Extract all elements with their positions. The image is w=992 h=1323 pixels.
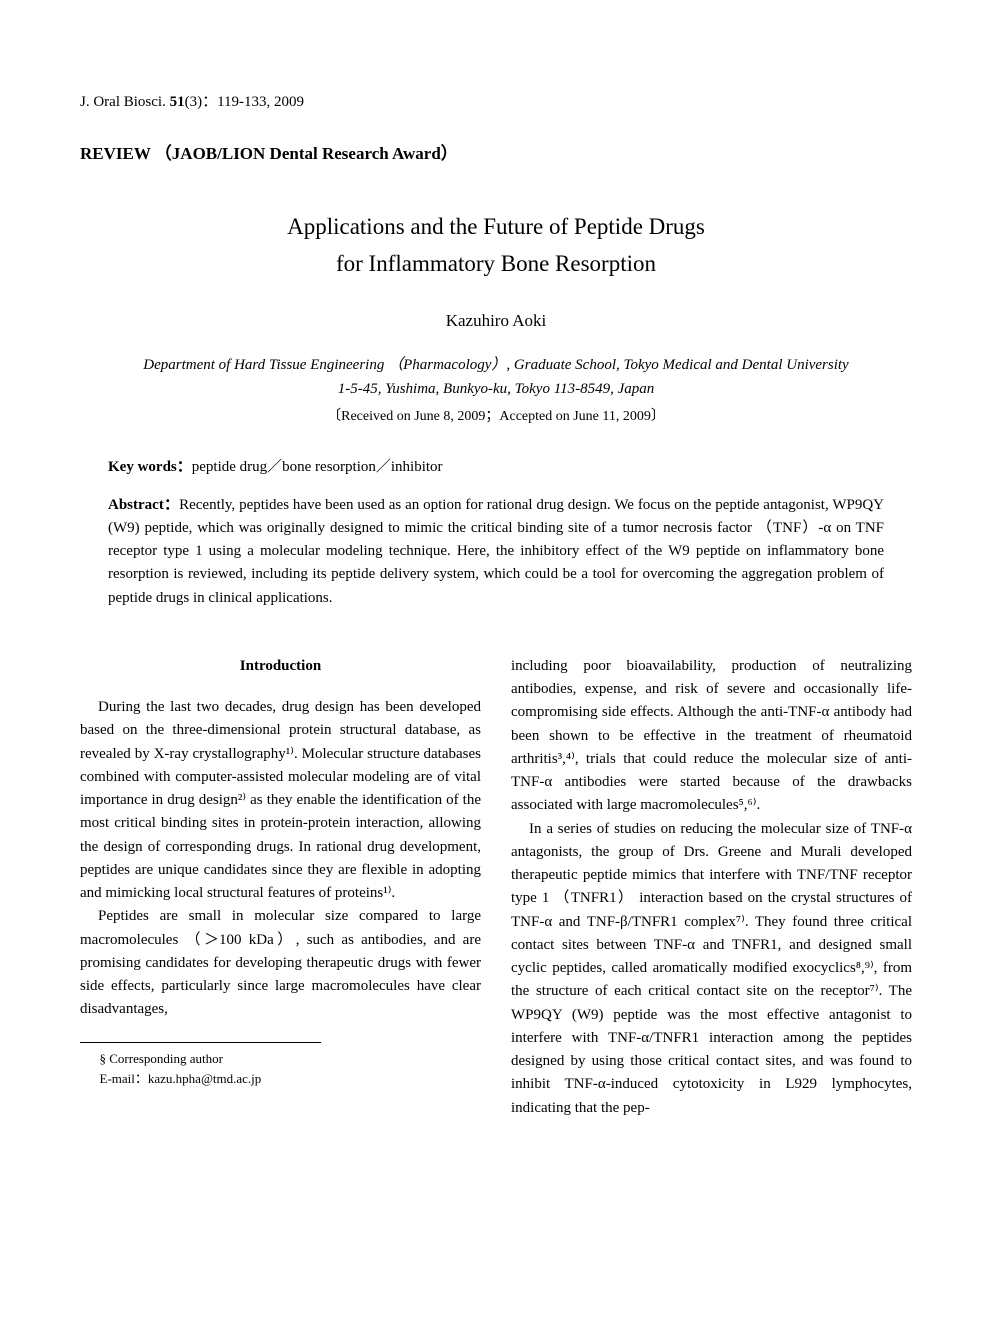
title-line-1: Applications and the Future of Peptide D… — [80, 209, 912, 246]
address: 1-5-45, Yushima, Bunkyo-ku, Tokyo 113-85… — [80, 377, 912, 401]
affiliation: Department of Hard Tissue Engineering （P… — [80, 353, 912, 377]
journal-reference: J. Oral Biosci. 51(3)：119-133, 2009 — [80, 90, 912, 111]
abstract-label: Abstract： — [108, 497, 179, 513]
col2-para-1: including poor bioavailability, producti… — [511, 655, 912, 818]
journal-name: J. Oral Biosci. — [80, 94, 166, 110]
intro-heading: Introduction — [80, 655, 481, 678]
review-heading: REVIEW （JAOB/LION Dental Research Award） — [80, 139, 912, 164]
footnote-email: kazu.hpha@tmd.ac.jp — [148, 1071, 261, 1086]
left-column: Introduction During the last two decades… — [80, 655, 481, 1120]
body-columns: Introduction During the last two decades… — [80, 655, 912, 1120]
received-accepted: 〔Received on June 8, 2009；Accepted on Ju… — [80, 405, 912, 425]
footnote-rule — [80, 1042, 321, 1043]
journal-pages: 119-133, 2009 — [217, 94, 304, 110]
col2-para-2: In a series of studies on reducing the m… — [511, 818, 912, 1120]
keywords-section: Key words：peptide drug／bone resorption／i… — [108, 455, 884, 476]
title-line-2: for Inflammatory Bone Resorption — [80, 246, 912, 283]
abstract-text: Recently, peptides have been used as an … — [108, 497, 884, 606]
journal-volume: 51 — [170, 94, 185, 110]
keywords-value: peptide drug／bone resorption／inhibitor — [192, 459, 443, 475]
intro-para-1: During the last two decades, drug design… — [80, 696, 481, 905]
footnote-corresponding: § Corresponding author — [80, 1049, 481, 1070]
right-column: including poor bioavailability, producti… — [511, 655, 912, 1120]
footnote-email-label: E-mail： — [100, 1071, 148, 1086]
intro-para-2: Peptides are small in molecular size com… — [80, 905, 481, 1021]
footnote-marker: § — [100, 1051, 107, 1066]
author-name: Kazuhiro Aoki — [80, 311, 912, 331]
journal-issue: (3) — [185, 94, 203, 110]
article-title: Applications and the Future of Peptide D… — [80, 209, 912, 283]
footnote-email-line: E-mail：kazu.hpha@tmd.ac.jp — [80, 1069, 481, 1090]
keywords-label: Key words： — [108, 459, 192, 475]
abstract-section: Abstract：Recently, peptides have been us… — [108, 494, 884, 610]
footnote-label: Corresponding author — [109, 1051, 223, 1066]
